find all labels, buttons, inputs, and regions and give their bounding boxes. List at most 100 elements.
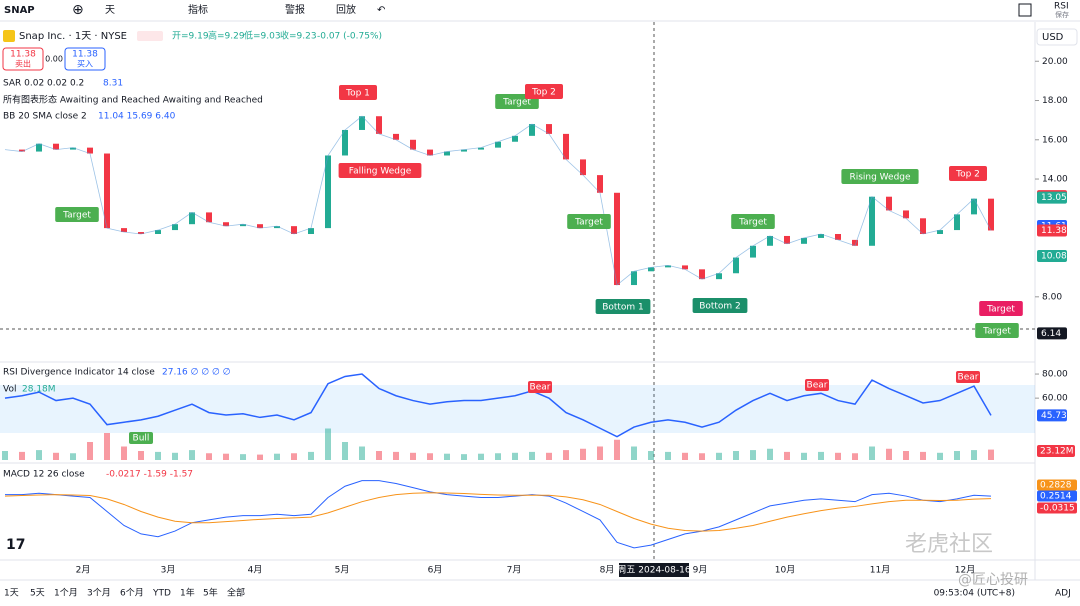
- volume-bar: [767, 448, 773, 460]
- layout-name[interactable]: RSI: [1054, 2, 1069, 12]
- adj[interactable]: ADJ: [1055, 589, 1071, 599]
- save[interactable]: 保存: [1055, 10, 1069, 19]
- high: 高=9.29: [208, 30, 245, 42]
- interval[interactable]: 天: [105, 5, 115, 16]
- cursor-badge: [619, 563, 689, 577]
- volume-bar: [903, 451, 909, 460]
- volume-bar: [206, 453, 212, 460]
- x-tick-label: 8月: [600, 565, 615, 576]
- indicators-button[interactable]: 指标: [188, 3, 208, 16]
- rsi-tag-label: 45.73: [1041, 411, 1067, 421]
- volume-bar: [937, 452, 943, 460]
- volume-bar: [512, 452, 518, 460]
- price-tag: [1037, 191, 1067, 204]
- sell[interactable]: 卖出: [15, 59, 31, 69]
- candle: [495, 141, 501, 148]
- spread: 0.00: [45, 55, 63, 64]
- macd-title: MACD 12 26 close: [3, 470, 85, 480]
- macd-tag-label: 0.2828: [1040, 481, 1072, 491]
- range-button[interactable]: 3个月: [87, 588, 111, 599]
- volume-bar: [971, 450, 977, 460]
- pattern-label: Bottom 2: [699, 302, 741, 312]
- candle: [359, 116, 365, 130]
- range-button[interactable]: YTD: [152, 589, 171, 599]
- sell-price[interactable]: 11.38: [10, 50, 36, 60]
- buy-price[interactable]: 11.38: [72, 50, 98, 60]
- candle: [920, 218, 926, 234]
- pattern-badge: [841, 169, 919, 184]
- price-tag-label: 11.38: [1041, 226, 1067, 236]
- candle: [104, 153, 110, 229]
- pattern-badge: [975, 323, 1019, 338]
- volume-bar: [2, 451, 8, 460]
- pattern-badge: [339, 85, 377, 100]
- y-tick-label: 60.00: [1042, 394, 1068, 404]
- candle: [53, 143, 59, 150]
- alerts-button[interactable]: 警报: [285, 3, 305, 16]
- tv-logo: 17: [6, 537, 25, 553]
- volume-bar: [784, 451, 790, 460]
- add-icon[interactable]: ⊕: [72, 2, 84, 18]
- undo[interactable]: ↶: [377, 5, 385, 16]
- buy-button[interactable]: [64, 47, 106, 71]
- buy[interactable]: 买入: [77, 60, 93, 69]
- rsi-band: [0, 385, 1035, 433]
- volume-bar: [801, 452, 807, 460]
- volume-bar: [189, 450, 195, 460]
- volume-bar: [614, 439, 620, 460]
- candle: [750, 245, 756, 258]
- volume-bar: [138, 451, 144, 460]
- pattern-label: Falling Wedge: [349, 167, 412, 177]
- divergence-label: Bear: [807, 381, 828, 391]
- y-tick-label: 20.00: [1042, 57, 1068, 67]
- candle: [614, 192, 620, 286]
- macd-values: -0.0217 -1.59 -1.57: [106, 470, 193, 480]
- volume-bar: [376, 451, 382, 460]
- candle: [716, 273, 722, 280]
- indicator-name: BB 20 SMA close 2: [3, 112, 87, 122]
- pattern-badge: [55, 207, 99, 222]
- pattern-badge: [731, 214, 775, 229]
- currency-button[interactable]: [1036, 28, 1078, 46]
- currency[interactable]: USD: [1042, 32, 1064, 43]
- candle: [393, 133, 399, 140]
- y-tick-label: 14.00: [1042, 175, 1068, 185]
- sell-button[interactable]: [2, 47, 44, 71]
- pattern-label: Top 2: [955, 170, 980, 180]
- range-button[interactable]: 1个月: [54, 588, 78, 599]
- candle: [869, 196, 875, 246]
- price-tag: [1037, 327, 1067, 340]
- range-button[interactable]: 1天: [4, 589, 19, 599]
- range-button[interactable]: 全部: [227, 587, 245, 599]
- pattern-badge: [595, 299, 651, 314]
- x-tick-label: 3月: [161, 565, 176, 576]
- replay-button[interactable]: 回放: [336, 3, 356, 16]
- signal-line: [4, 492, 992, 532]
- pattern-badge: [692, 298, 748, 313]
- fullscreen[interactable]: [1018, 3, 1032, 17]
- pattern-badge: [979, 301, 1023, 316]
- candle: [784, 235, 790, 244]
- range-button[interactable]: 5年: [203, 587, 218, 599]
- volume-bar: [240, 454, 246, 460]
- volume-bar: [53, 452, 59, 460]
- candle: [512, 135, 518, 142]
- range-button[interactable]: 5天: [30, 589, 45, 599]
- pattern-badge: [338, 163, 422, 178]
- range-button[interactable]: 1年: [180, 587, 195, 599]
- candle: [70, 147, 76, 150]
- range-button[interactable]: 6个月: [120, 588, 144, 599]
- volume-bar: [461, 454, 467, 460]
- candle: [376, 116, 382, 134]
- candle: [648, 267, 654, 272]
- candle: [954, 214, 960, 231]
- pattern-label: Target: [738, 218, 767, 228]
- symbol[interactable]: SNAP: [4, 5, 35, 16]
- vol-tag: [1037, 445, 1075, 457]
- candle: [733, 257, 739, 274]
- volume-bar: [36, 450, 42, 460]
- rsi-line: [4, 373, 992, 438]
- volume-bar: [19, 451, 25, 460]
- open: 开=9.19: [172, 31, 209, 42]
